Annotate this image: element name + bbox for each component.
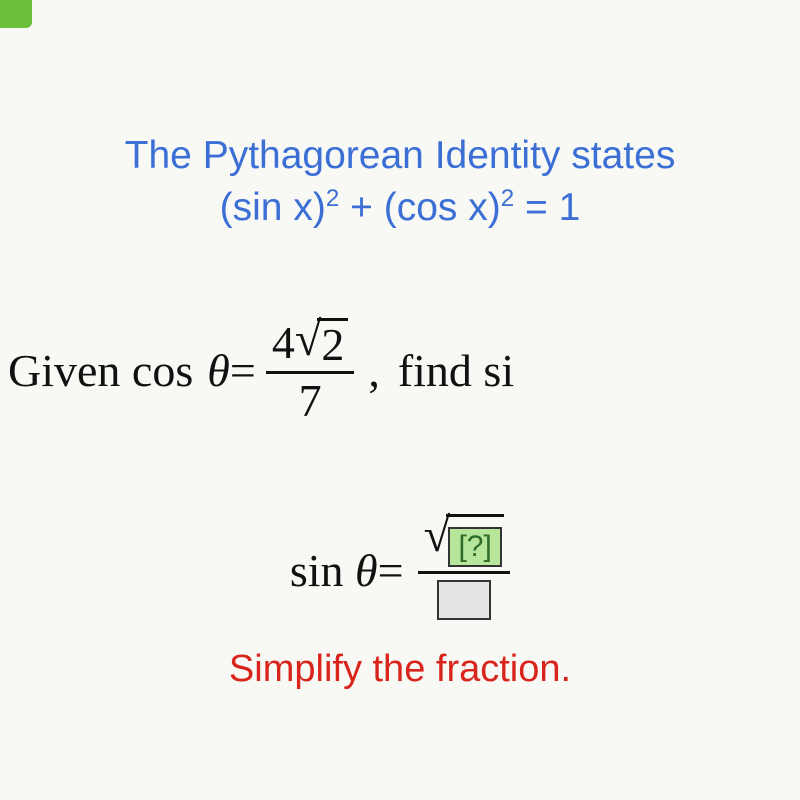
- radical-symbol: √: [295, 316, 322, 364]
- given-comma: ,: [368, 344, 380, 397]
- given-equals: =: [230, 344, 256, 397]
- identity-exp1: 2: [326, 185, 339, 212]
- identity-eq-sign: =: [514, 186, 558, 229]
- identity-plus: +: [339, 186, 383, 229]
- identity-statement-line1: The Pythagorean Identity states: [0, 130, 800, 183]
- answer-radicand-wrap: [?]: [446, 514, 504, 567]
- numerator-coefficient: 4: [272, 320, 295, 366]
- answer-fraction: √ [?]: [418, 514, 511, 628]
- identity-exp2: 2: [501, 185, 514, 212]
- answer-numerator: √ [?]: [418, 514, 511, 574]
- answer-row: sin θ = √ [?]: [0, 514, 800, 628]
- find-text: find si: [398, 344, 514, 397]
- simplify-instruction: Simplify the fraction.: [0, 648, 800, 691]
- problem-content: The Pythagorean Identity states (sin x)2…: [0, 0, 800, 691]
- given-theta: θ: [207, 344, 230, 397]
- window-tab-corner: [0, 0, 32, 28]
- identity-rhs: 1: [559, 186, 581, 229]
- answer-radical-symbol: √: [424, 512, 451, 560]
- given-fraction: 4 √ 2 7: [266, 318, 355, 424]
- given-label: Given cos: [8, 344, 193, 397]
- answer-sqrt: √ [?]: [424, 514, 505, 567]
- answer-numerator-input[interactable]: [?]: [448, 527, 502, 567]
- identity-equation: (sin x)2 + (cos x)2 = 1: [0, 185, 800, 230]
- identity-sin-part: (sin x): [220, 186, 326, 229]
- answer-equals: =: [378, 544, 404, 597]
- given-fraction-denominator: 7: [299, 374, 322, 424]
- answer-theta: θ: [355, 544, 378, 597]
- numerator-radicand: 2: [317, 318, 348, 369]
- given-row: Given cos θ = 4 √ 2 7 , find si: [0, 318, 800, 424]
- answer-denominator-input[interactable]: [437, 580, 491, 620]
- given-fraction-numerator: 4 √ 2: [266, 318, 355, 374]
- answer-denominator: [437, 574, 491, 628]
- identity-cos-part: (cos x): [384, 186, 501, 229]
- answer-fn: sin: [290, 544, 344, 597]
- numerator-sqrt: √ 2: [295, 318, 349, 369]
